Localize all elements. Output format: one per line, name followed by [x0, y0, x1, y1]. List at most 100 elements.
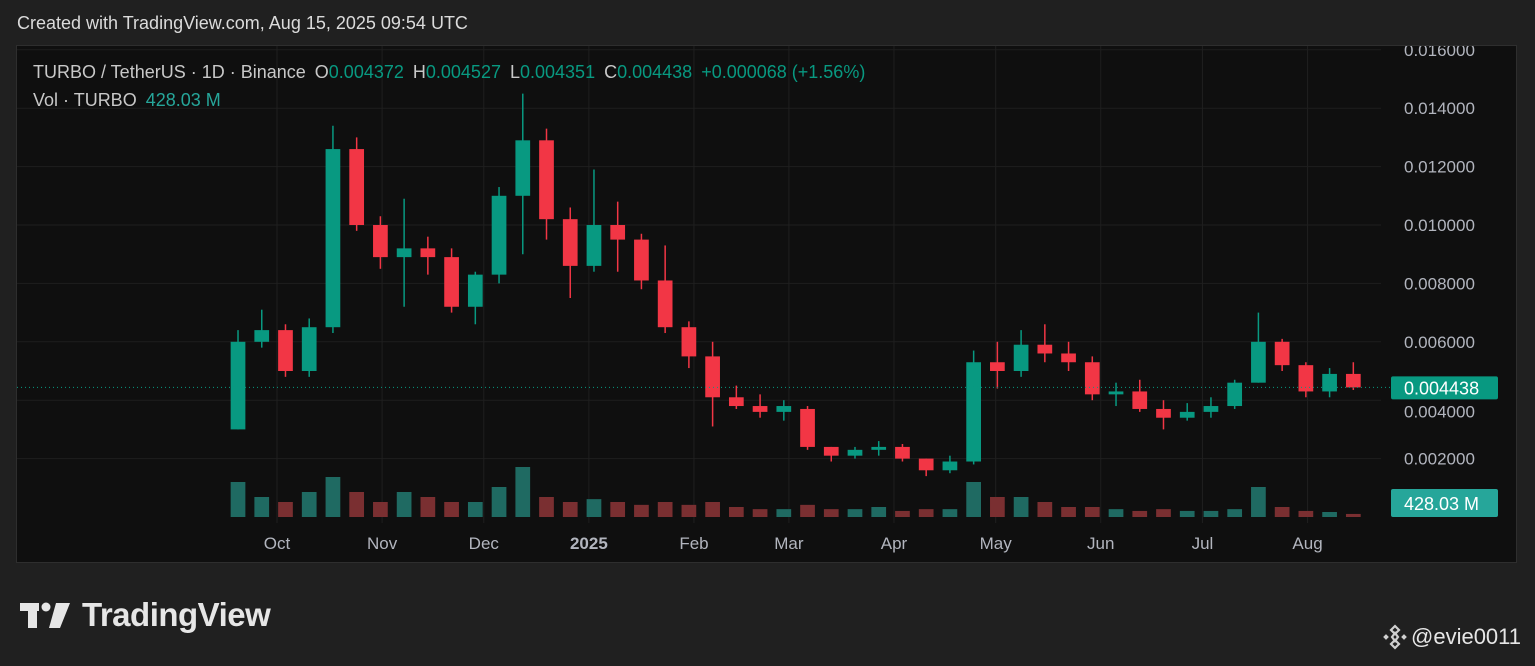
volume-bar: [823, 509, 839, 517]
y-tick-label: 0.014000: [1404, 99, 1475, 118]
candle-down: [657, 280, 673, 328]
volume-bar: [562, 502, 578, 517]
volume-bar: [491, 487, 507, 517]
candle-up: [325, 149, 341, 328]
author-handle[interactable]: @evie0011: [1411, 624, 1521, 649]
high-value: 0.004527: [425, 62, 501, 82]
volume-bar: [1156, 509, 1171, 517]
open-label: O: [314, 62, 329, 82]
y-tick-label: 0.008000: [1404, 274, 1475, 293]
candle-up: [515, 140, 531, 196]
candle-down: [562, 219, 578, 266]
candle-down: [444, 257, 459, 307]
x-tick-label: 2025: [570, 534, 608, 553]
change-value: +0.000068 (+1.56%): [701, 62, 866, 82]
volume-badge: [1391, 489, 1498, 517]
candle-down: [278, 330, 293, 371]
x-tick-label: Feb: [679, 534, 708, 553]
candle-down: [728, 397, 744, 407]
candlestick-chart[interactable]: 0.002000 0.004000 0.006000 0.008000 0.010000…: [17, 46, 1517, 563]
volume-value: 428.03 M: [145, 90, 221, 110]
volume-bar: [847, 509, 863, 517]
volume-bar: [444, 502, 459, 517]
volume-bar: [871, 507, 887, 517]
close-label: C: [604, 62, 618, 82]
x-tick-label: May: [980, 534, 1013, 553]
candle-down: [1037, 344, 1053, 354]
candle-up: [396, 248, 412, 258]
volume-bar: [539, 497, 554, 517]
volume-bar: [515, 467, 531, 517]
y-tick-label: 0.016000: [1404, 46, 1475, 60]
x-tick-label: Oct: [264, 534, 291, 553]
open-value: 0.004372: [328, 62, 404, 82]
volume-bar: [1013, 497, 1029, 517]
candle-down: [1274, 341, 1290, 366]
tradingview-logo[interactable]: TradingView: [20, 596, 271, 634]
created-with-caption: Created with TradingView.com, Aug 15, 20…: [17, 13, 468, 33]
candle-down: [918, 458, 934, 471]
x-tick-label: Jun: [1087, 534, 1114, 553]
volume-bar: [230, 482, 246, 517]
candle-down: [634, 239, 649, 281]
chart-panel[interactable]: 0.002000 0.004000 0.006000 0.008000 0.010000…: [16, 45, 1517, 563]
y-tick-label: 0.010000: [1404, 216, 1475, 235]
x-tick-label: Jul: [1192, 534, 1214, 553]
volume-bar: [1108, 509, 1124, 517]
x-tick-label: Aug: [1292, 534, 1322, 553]
volume-bar: [1345, 513, 1361, 517]
candle-down: [1132, 391, 1148, 409]
volume-bar: [634, 504, 649, 517]
candle-down: [420, 248, 436, 258]
volume-bar: [1298, 510, 1314, 517]
low-label: L: [509, 62, 520, 82]
candle-down: [1084, 362, 1100, 395]
volume-bar: [301, 492, 317, 517]
volume-bar: [586, 499, 602, 517]
x-tick-label: Dec: [469, 534, 500, 553]
volume-bar: [254, 497, 270, 517]
volume-bar: [990, 497, 1005, 517]
tradingview-logo-icon: [20, 602, 70, 628]
volume-bar: [1274, 507, 1290, 517]
volume-bar: [396, 492, 412, 517]
candle-down: [705, 356, 720, 398]
candle-down: [349, 149, 365, 225]
candle-down: [1298, 365, 1314, 392]
candle-up: [942, 461, 958, 471]
candle-down: [1156, 408, 1171, 418]
candle-down: [681, 327, 697, 357]
volume-bar: [1179, 510, 1195, 517]
x-tick-label: Apr: [881, 534, 908, 553]
candle-up: [1108, 391, 1124, 395]
volume-bar: [1084, 507, 1100, 517]
last-price-badge: [1391, 376, 1498, 400]
candle-up: [1322, 373, 1337, 392]
close-value: 0.004438: [617, 62, 693, 82]
x-tick-label: Mar: [774, 534, 804, 553]
candle-down: [752, 406, 768, 412]
candle-up: [467, 274, 483, 307]
ohlc-legend: TURBO / TetherUS · 1D · Binance O0.00437…: [33, 62, 865, 83]
candle-up: [776, 406, 792, 412]
candle-up: [1251, 341, 1266, 383]
candle-down: [539, 140, 554, 220]
volume-bar: [776, 509, 792, 517]
volume-bar: [1061, 507, 1076, 517]
symbol-title[interactable]: TURBO / TetherUS · 1D · Binance: [33, 62, 306, 82]
author-credit: @evie0011: [1383, 624, 1521, 650]
candle-down: [800, 408, 815, 447]
candle-up: [1203, 406, 1219, 412]
y-tick-label: 0.004000: [1404, 402, 1475, 421]
volume-bar: [325, 477, 341, 517]
volume-bar: [420, 497, 436, 517]
candle-down: [990, 362, 1005, 371]
candle-up: [1179, 411, 1195, 418]
candle-up: [1013, 344, 1029, 371]
volume-bar: [610, 502, 626, 517]
volume-bar: [657, 502, 673, 517]
volume-bar: [800, 504, 815, 517]
volume-title[interactable]: Vol · TURBO: [33, 90, 137, 110]
candle-down: [1345, 373, 1361, 388]
volume-bar: [1251, 487, 1266, 517]
